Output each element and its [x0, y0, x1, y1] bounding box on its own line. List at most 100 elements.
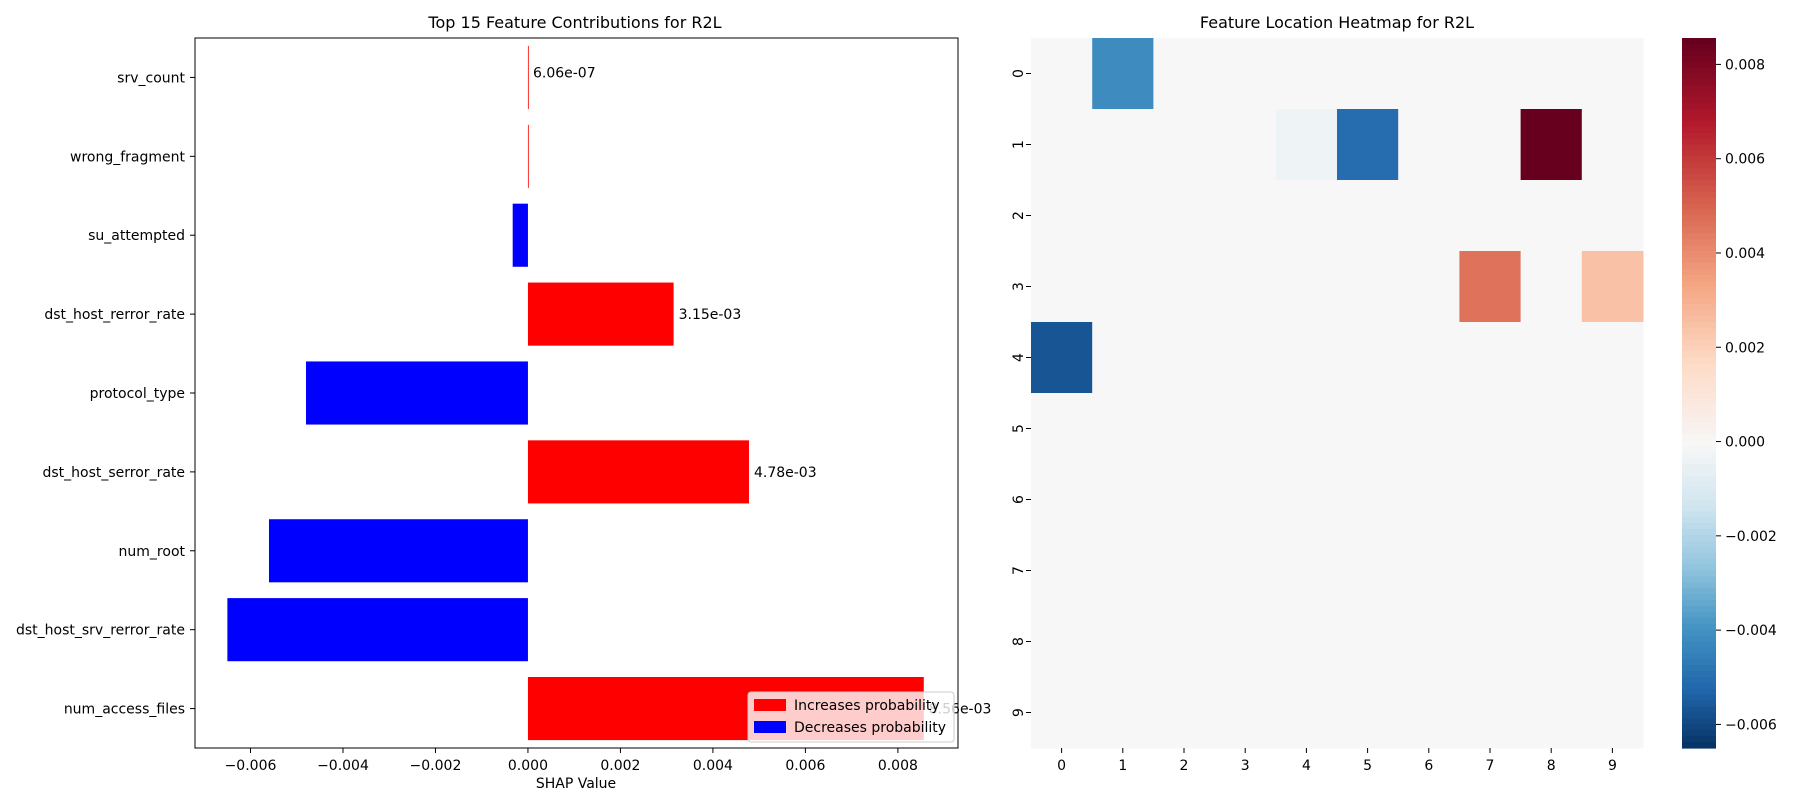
colorbar-segment [1682, 393, 1716, 400]
colorbar-segment [1682, 535, 1716, 542]
heatmap-cell-2-7 [1459, 180, 1522, 252]
y-tick-label: su_attempted [88, 228, 185, 244]
heatmap-x-tick-label: 8 [1547, 758, 1556, 774]
colorbar-segment [1682, 404, 1716, 412]
colorbar-segment [1682, 304, 1716, 311]
heatmap-cell-9-7 [1459, 677, 1522, 749]
colorbar-segment [1682, 434, 1716, 441]
colorbar-segment [1682, 712, 1716, 720]
colorbar-segment [1682, 197, 1716, 205]
colorbar-segment [1682, 570, 1716, 578]
heatmap-cell-4-0 [1031, 322, 1093, 394]
heatmap-cell-5-8 [1520, 393, 1583, 465]
heatmap-cell-2-3 [1214, 180, 1277, 252]
bar-value-label: 3.15e-03 [679, 307, 742, 323]
y-tick-label: protocol_type [90, 386, 185, 402]
heatmap-cell-1-1 [1092, 109, 1154, 181]
x-tick-label: 0.006 [785, 758, 825, 774]
colorbar-segment [1682, 718, 1716, 725]
y-tick-label: wrong_fragment [70, 149, 185, 165]
colorbar-segment [1682, 422, 1716, 430]
colorbar-segment [1682, 458, 1716, 465]
legend-label-decreases: Decreases probability [794, 720, 946, 736]
colorbar-segment [1682, 576, 1716, 583]
heatmap-cell-2-4 [1275, 180, 1338, 252]
x-tick-label: 0.002 [600, 758, 640, 774]
colorbar-segment [1682, 416, 1716, 424]
heatmap-cell-4-2 [1153, 322, 1216, 394]
heatmap-cell-5-5 [1337, 393, 1399, 465]
colorbar-tick-label: −0.004 [1725, 623, 1777, 639]
colorbar-segment [1682, 682, 1716, 690]
colorbar-segment [1682, 558, 1716, 566]
heatmap-cell-2-2 [1153, 180, 1216, 252]
heatmap-y-tick-label: 4 [1011, 353, 1027, 362]
colorbar-segment [1682, 517, 1716, 524]
colorbar-segment [1682, 428, 1716, 436]
colorbar-segment [1682, 464, 1716, 471]
heatmap-y-tick-label: 2 [1011, 211, 1027, 220]
legend-box [747, 691, 955, 743]
heatmap-x-tick-label: 7 [1486, 758, 1495, 774]
colorbar-segment [1682, 345, 1716, 353]
heatmap-cell-8-2 [1153, 606, 1216, 678]
bar-chart-xlabel: SHAP Value [536, 776, 616, 792]
colorbar-segment [1682, 61, 1716, 69]
bar-plot-area: srv_count 6.06e-07 wrong_fragment su_attemp… [16, 45, 991, 774]
colorbar-segment [1682, 239, 1716, 246]
heatmap-cell-8-0 [1031, 606, 1093, 678]
colorbar-segment [1682, 606, 1716, 613]
heatmap-cell-1-8 [1520, 109, 1583, 181]
colorbar-segment [1682, 327, 1716, 335]
colorbar-segment [1682, 659, 1716, 666]
colorbar-segment [1682, 73, 1716, 81]
heatmap-cell-3-4 [1275, 251, 1338, 323]
colorbar-segment [1682, 262, 1716, 270]
colorbar-segment [1682, 280, 1716, 288]
colorbar-segment [1682, 641, 1716, 649]
heatmap-cell-0-3 [1214, 38, 1277, 110]
heatmap-cell-7-9 [1581, 535, 1644, 607]
heatmap-cell-5-3 [1214, 393, 1277, 465]
heatmap-cell-1-2 [1153, 109, 1216, 181]
colorbar-segment [1682, 310, 1716, 317]
heatmap-cell-3-5 [1337, 251, 1399, 323]
heatmap-y-tick-label: 9 [1011, 708, 1027, 717]
colorbar-segment [1682, 475, 1716, 483]
heatmap-cell-7-7 [1459, 535, 1522, 607]
bar-value-label: 6.06e-07 [533, 65, 596, 81]
heatmap-cell-8-8 [1520, 606, 1583, 678]
colorbar-segment [1682, 564, 1716, 572]
heatmap-cell-0-1 [1092, 38, 1154, 110]
heatmap-cell-3-3 [1214, 251, 1277, 323]
colorbar-segment [1682, 168, 1716, 175]
heatmap-cell-4-1 [1092, 322, 1154, 394]
colorbar-segment [1682, 552, 1716, 560]
heatmap-x-tick-label: 0 [1057, 758, 1066, 774]
heatmap-cell-7-0 [1031, 535, 1093, 607]
colorbar-segment [1682, 333, 1716, 341]
colorbar-segment [1682, 511, 1716, 518]
colorbar-segment [1682, 523, 1716, 530]
y-tick-label: dst_host_srv_rerror_rate [16, 623, 185, 639]
heatmap-cell-6-2 [1153, 464, 1216, 536]
heatmap-cell-0-4 [1275, 38, 1338, 110]
heatmap-cell-3-7 [1459, 251, 1522, 323]
heatmap-cell-6-3 [1214, 464, 1277, 536]
colorbar-segment [1682, 43, 1716, 51]
heatmap-cell-4-5 [1337, 322, 1399, 394]
colorbar-segment [1682, 292, 1716, 299]
heatmap-cell-6-8 [1520, 464, 1583, 536]
heatmap-x-tick-label: 6 [1424, 758, 1433, 774]
heatmap-x-tick-label: 1 [1118, 758, 1127, 774]
heatmap-cell-6-5 [1337, 464, 1399, 536]
colorbar-segment [1682, 582, 1716, 589]
colorbar-segment [1682, 67, 1716, 75]
colorbar-segment [1682, 209, 1716, 217]
colorbar-segment [1682, 144, 1716, 152]
heatmap-grid: 0 1 2 3 4 5 6 7 8 9 0 1 2 3 4 5 6 7 8 9 [1011, 38, 1644, 774]
heatmap-cell-0-6 [1398, 38, 1460, 110]
colorbar-segment [1682, 132, 1716, 140]
heatmap-cell-3-2 [1153, 251, 1216, 323]
